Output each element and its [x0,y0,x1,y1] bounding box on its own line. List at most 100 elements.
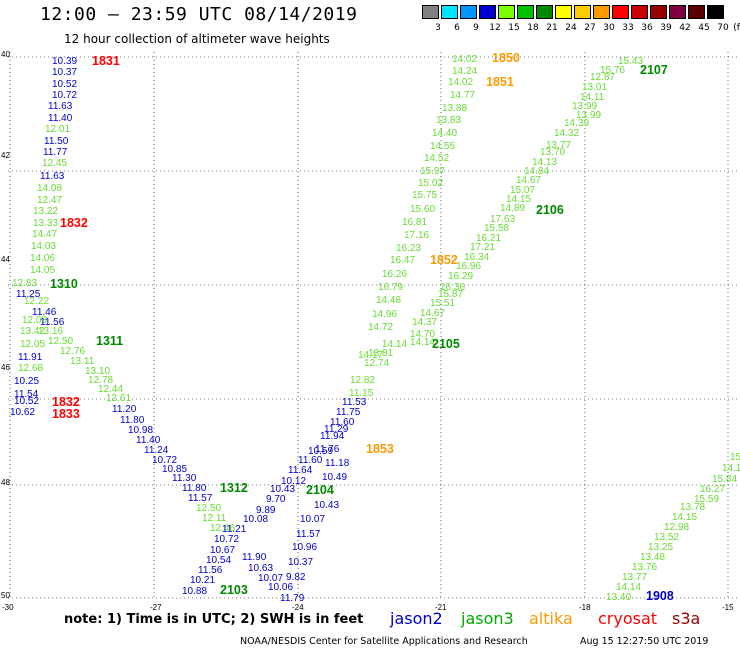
wave-height-value: 14.37 [412,317,437,328]
wave-height-value: 11.24 [144,445,169,456]
lat-tick-label: 46 [1,363,10,372]
wave-height-value: 12.22 [24,296,49,307]
pass-label: 1853 [366,442,394,456]
wave-height-value: 10.59 [308,446,333,457]
wave-height-value: 14.84 [524,166,549,177]
colorbar-swatch [669,5,686,19]
colorbar-label: 6 [454,23,460,33]
wave-height-value: 10.63 [248,563,273,574]
lat-tick-label: 48 [1,478,10,487]
wave-height-value: 9.70 [266,494,286,505]
pass-label: 1310 [50,277,78,291]
pass-label: 1908 [646,589,674,603]
wave-height-value: 15.76 [600,65,625,76]
wave-height-value: 11.63 [48,101,73,112]
colorbar-label: 21 [546,23,558,33]
legend-jason2: jason2 [390,609,443,628]
wave-height-value: 13.01 [582,82,607,93]
wave-height-value: 16.96 [456,261,481,272]
wave-height-value: 11.63 [40,171,65,182]
wave-height-value: 12.76 [60,346,85,357]
wave-height-value: 11.50 [44,136,69,147]
wave-height-value: 11.76 [315,444,340,455]
wave-height-value: 13.48 [640,552,665,563]
wave-height-value: 17.21 [470,242,495,253]
wave-height-value: 13.78 [680,502,705,513]
colorbar-swatch [479,5,496,19]
wave-height-value: 11.40 [48,113,73,124]
colorbar-unit: (ft) [733,23,740,33]
wave-height-value: 16.23 [396,243,421,254]
wave-height-value: 11.90 [242,552,267,563]
wave-height-value: 13.40 [606,592,631,603]
wave-height-value: 14.48 [376,295,401,306]
colorbar-label: 70 [717,23,729,33]
wave-height-value: 16.34 [464,252,489,263]
wave-height-values: 10.3910.3710.5210.7211.6311.4012.0111.50… [10,54,740,604]
wave-height-value: 13.81 [368,348,393,359]
lon-tick-label: -24 [292,603,304,612]
wave-height-value: 10.67 [210,545,235,556]
colorbar-swatch [422,5,439,19]
pass-label: 2107 [640,63,668,77]
colorbar-swatch [441,5,458,19]
wave-height-value: 12.45 [42,158,67,169]
lat-tick-label: 44 [1,255,10,264]
wave-height-value: 15.07 [510,185,535,196]
wave-height-value: 14.15 [506,194,531,205]
pass-label: 1311 [96,334,123,348]
wave-height-value: 12.98 [664,522,689,533]
wave-height-value: 12.82 [350,375,375,386]
lon-tick-label: -27 [150,603,162,612]
wave-height-value: 13.25 [648,542,673,553]
page-subtitle: 12 hour collection of altimeter wave hei… [64,32,330,46]
wave-height-value: 16.26 [382,269,407,280]
colorbar-label: 39 [660,23,672,33]
wave-height-value: 10.37 [288,557,313,568]
colorbar-swatch [593,5,610,19]
wave-height-value: 13.99 [576,110,601,121]
wave-height-value: 12.46 [210,523,235,534]
wave-height-value: 14.40 [432,128,457,139]
wave-height-value: 13.16 [38,326,63,337]
wave-height-value: 14.11 [580,92,605,103]
wave-height-value: 14.02 [452,54,477,65]
wave-height-value: 10.07 [258,573,283,584]
wave-height-value: 12.01 [45,124,70,135]
colorbar-swatch [574,5,591,19]
pass-label: 1850 [492,51,520,65]
wave-height-value: 13.77 [622,572,647,583]
wave-height-value: 10.72 [52,90,77,101]
wave-height-value: 14.06 [30,253,55,264]
wave-height-value: 11.75 [336,407,361,418]
colorbar-swatch [688,5,705,19]
wave-height-value: 10.43 [314,500,339,511]
colorbar-swatch [555,5,572,19]
wave-height-value: 10.08 [243,514,268,525]
wave-height-value: 12.11 [202,513,227,524]
wave-height-value: 14.14 [616,582,641,593]
wave-height-value: 11.80 [182,483,207,494]
wave-height-value: 11.60 [330,417,355,428]
wave-height-value: 10.25 [14,376,39,387]
colorbar-swatch [631,5,648,19]
wave-height-value: 14.39 [564,118,589,129]
legend-jason3: jason3 [461,609,514,628]
wave-height-value: 14.47 [32,229,57,240]
axis-ticks: 40 42 44 46 48 50 -30 -27 -24 -21 -18 -15 [1,50,734,612]
wave-height-value: 16.36 [440,282,465,293]
wave-height-value: 11.40 [136,435,161,446]
graticule [8,52,740,600]
colorbar-swatch [650,5,667,19]
wave-height-value: 12.50 [196,503,221,514]
wave-height-value: 13.33 [33,218,58,229]
wave-height-value: 15.02 [418,178,443,189]
colorbar-label: 30 [603,23,615,33]
legend-cryosat: cryosat [598,609,658,628]
wave-height-value: 14.52 [424,153,449,164]
wave-height-value: 14.67 [516,175,541,186]
wave-height-value: 12.03 [22,315,47,326]
pass-label: 2105 [432,337,460,351]
wave-height-value: 14.77 [450,90,475,101]
wave-height-value: 11.54 [14,389,39,400]
